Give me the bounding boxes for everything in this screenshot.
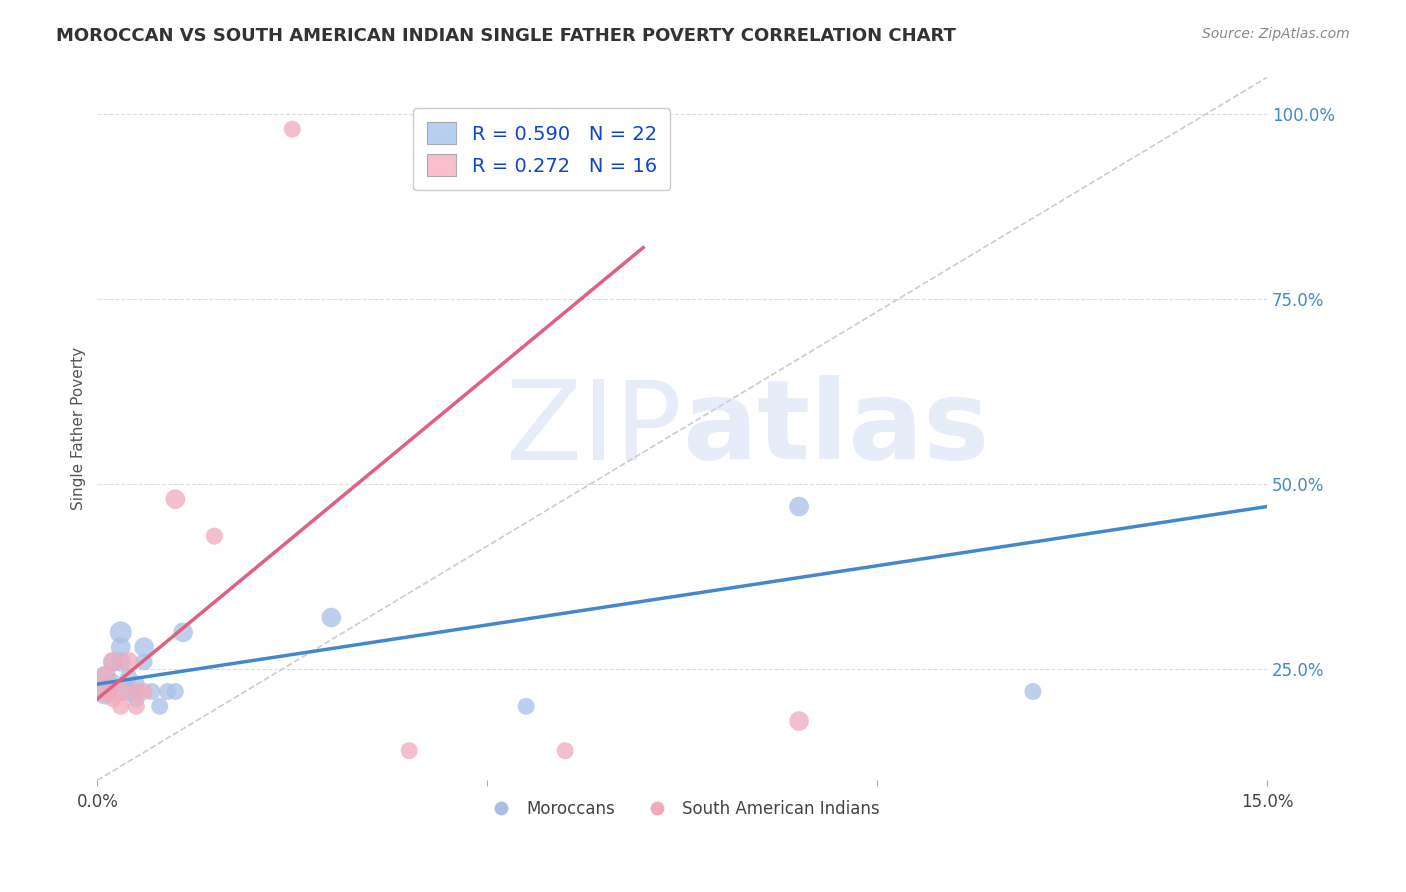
Point xyxy=(141,684,163,698)
Point xyxy=(110,640,132,654)
Point xyxy=(101,655,124,669)
Point xyxy=(156,684,179,698)
Point xyxy=(101,692,124,706)
Point xyxy=(134,684,156,698)
Point xyxy=(1022,684,1045,698)
Point xyxy=(110,684,132,698)
Point xyxy=(110,625,132,640)
Point xyxy=(165,684,187,698)
Point xyxy=(134,640,156,654)
Point xyxy=(101,677,124,691)
Point xyxy=(117,655,139,669)
Point xyxy=(94,670,117,684)
Point xyxy=(515,699,537,714)
Point xyxy=(787,500,810,514)
Point xyxy=(110,655,132,669)
Point xyxy=(165,492,187,507)
Point xyxy=(101,655,124,669)
Point xyxy=(787,714,810,728)
Point xyxy=(117,684,139,698)
Point xyxy=(125,677,148,691)
Point xyxy=(134,655,156,669)
Point xyxy=(125,684,148,698)
Point xyxy=(94,670,117,684)
Point xyxy=(94,684,117,698)
Point xyxy=(172,625,194,640)
Text: atlas: atlas xyxy=(682,376,990,483)
Text: MOROCCAN VS SOUTH AMERICAN INDIAN SINGLE FATHER POVERTY CORRELATION CHART: MOROCCAN VS SOUTH AMERICAN INDIAN SINGLE… xyxy=(56,27,956,45)
Point xyxy=(117,670,139,684)
Point xyxy=(281,122,304,136)
Point xyxy=(94,684,117,698)
Point xyxy=(125,699,148,714)
Point xyxy=(321,610,343,624)
Point xyxy=(398,744,420,758)
Point xyxy=(202,529,225,543)
Point xyxy=(110,699,132,714)
Y-axis label: Single Father Poverty: Single Father Poverty xyxy=(72,347,86,510)
Text: Source: ZipAtlas.com: Source: ZipAtlas.com xyxy=(1202,27,1350,41)
Point xyxy=(125,692,148,706)
Text: ZIP: ZIP xyxy=(506,376,682,483)
Point xyxy=(149,699,172,714)
Legend: Moroccans, South American Indians: Moroccans, South American Indians xyxy=(478,793,886,825)
Point xyxy=(554,744,576,758)
